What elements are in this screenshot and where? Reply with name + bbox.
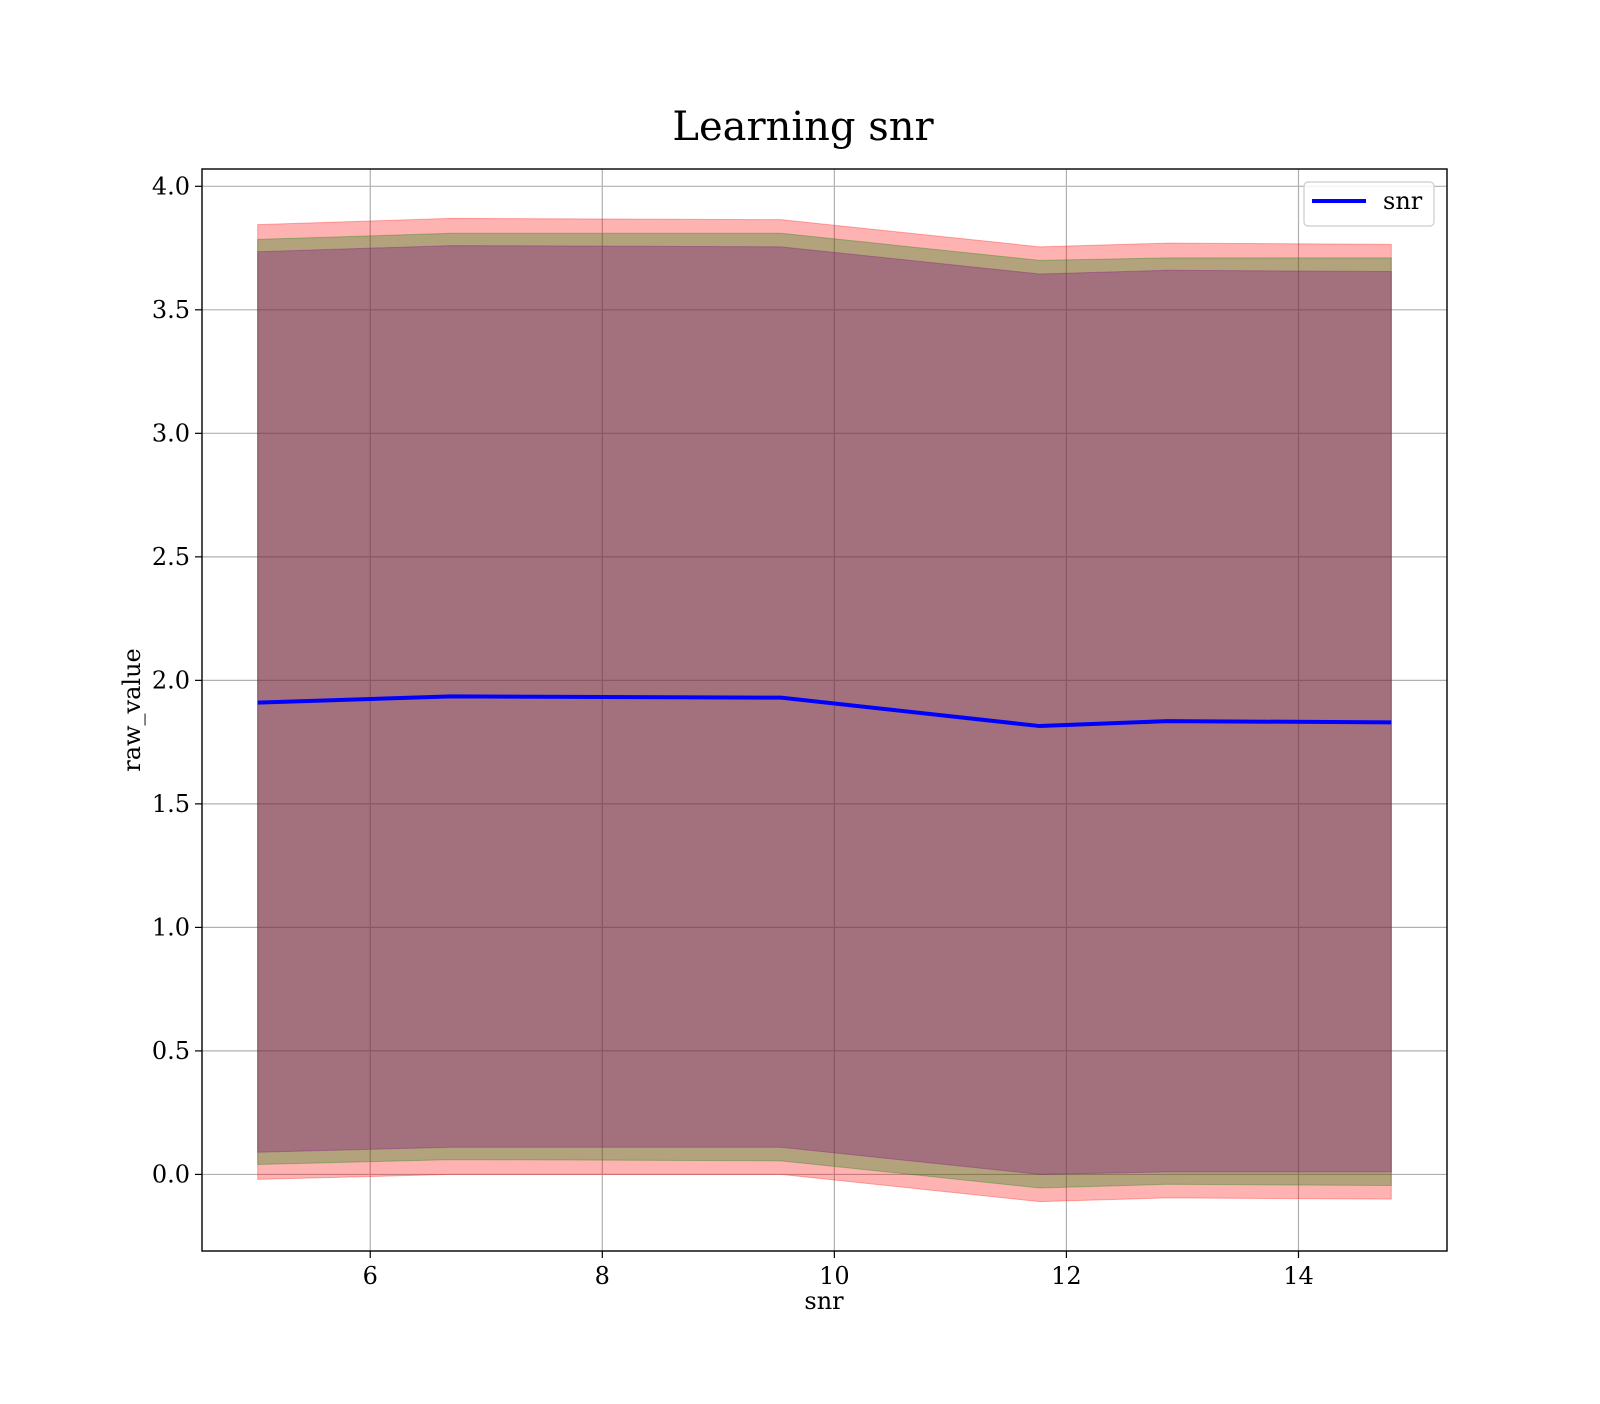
chart-title: Learning snr: [672, 104, 934, 150]
y-tick-label: 0.0: [152, 1160, 190, 1188]
y-tick-label: 2.5: [152, 543, 190, 571]
y-axis-label: raw_value: [118, 648, 146, 772]
y-tick-label: 3.0: [152, 419, 190, 447]
y-tick-label: 0.5: [152, 1037, 190, 1065]
legend-label-snr: snr: [1383, 187, 1423, 215]
band-layer: [258, 218, 1392, 1201]
x-axis-label: snr: [804, 1287, 844, 1315]
x-tick-label: 10: [819, 1262, 850, 1290]
y-tick-label: 4.0: [152, 172, 190, 200]
x-tick-label: 8: [595, 1262, 610, 1290]
y-axis-ticks: 0.0 0.5 1.0 1.5 2.0 2.5 3.0 3.5 4.0: [152, 172, 202, 1188]
legend: snr: [1304, 182, 1434, 226]
x-axis-ticks: 6 8 10 12 14: [363, 1251, 1314, 1290]
y-tick-label: 1.5: [152, 790, 190, 818]
confidence-band-3: [258, 246, 1392, 1175]
y-tick-label: 3.5: [152, 296, 190, 324]
x-tick-label: 6: [363, 1262, 378, 1290]
x-tick-label: 12: [1051, 1262, 1082, 1290]
x-tick-label: 14: [1283, 1262, 1314, 1290]
y-tick-label: 2.0: [152, 666, 190, 694]
y-tick-label: 1.0: [152, 913, 190, 941]
